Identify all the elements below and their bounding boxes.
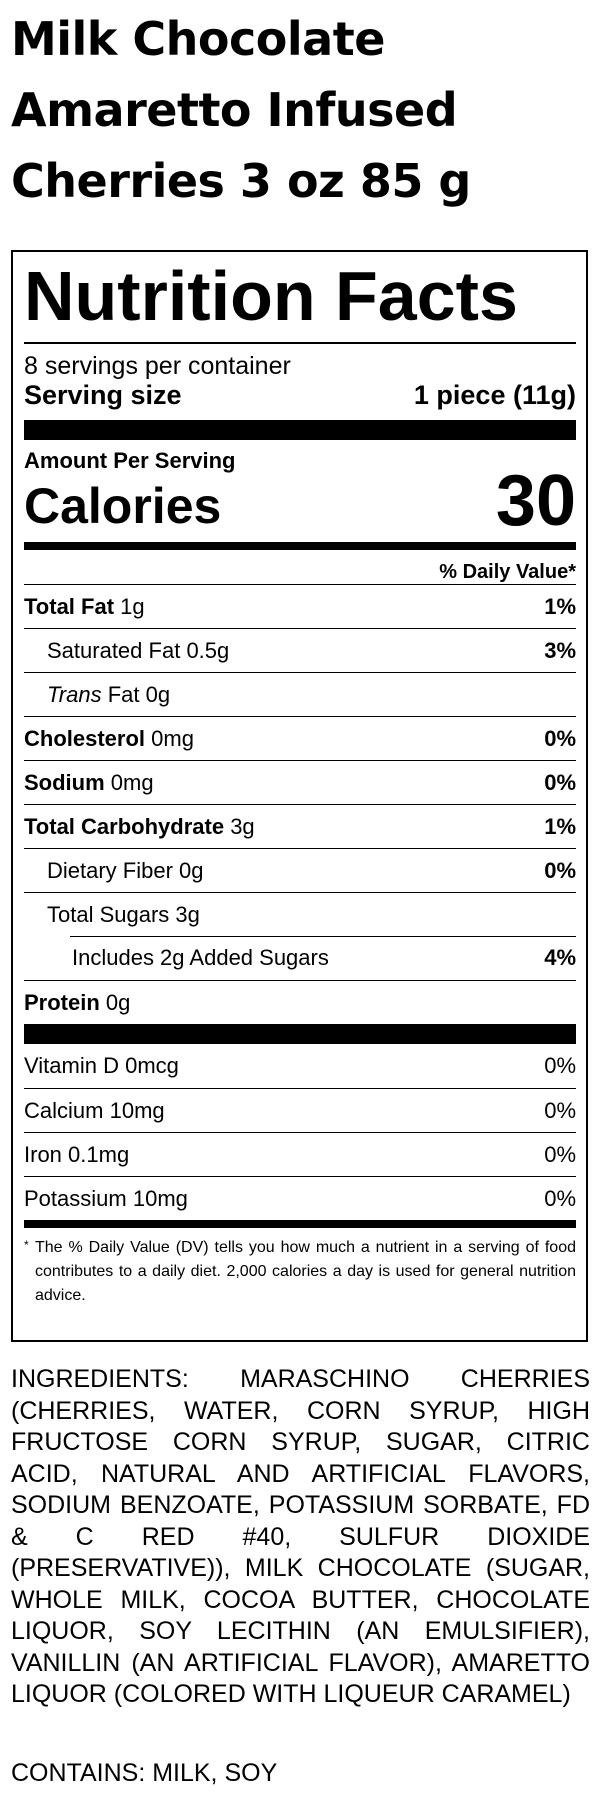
vitamin-row-potassium: Potassium 10mg 0% xyxy=(24,1176,576,1220)
nutrient-name: Cholesterol xyxy=(24,725,146,751)
nutrient-name-suffix: Fat xyxy=(107,681,140,707)
vitamin-amount: 10mg xyxy=(132,1185,188,1211)
nutrient-row-sodium: Sodium 0mg 0% xyxy=(24,760,576,804)
nutrient-amount: 0g xyxy=(145,681,171,707)
nutrient-row-total-sugars: Total Sugars 3g xyxy=(24,892,576,936)
calories-value: 30 xyxy=(495,461,576,541)
nutrient-row-saturated-fat: Saturated Fat 0.5g 3% xyxy=(24,628,576,672)
vitamin-name: Calcium xyxy=(24,1097,104,1123)
divider xyxy=(24,342,576,344)
nutrient-row-cholesterol: Cholesterol 0mg 0% xyxy=(24,716,576,760)
nutrient-name: Total Sugars xyxy=(47,901,170,927)
nutrient-name: Total Fat xyxy=(24,593,115,619)
nutrient-amount: 0g xyxy=(105,989,131,1015)
medium-divider xyxy=(24,1220,576,1228)
nutrient-amount: 0mg xyxy=(110,769,154,795)
servings-per-container: 8 servings per container xyxy=(24,352,291,380)
nutrient-dv: 3% xyxy=(544,637,576,663)
thick-divider xyxy=(24,1024,576,1044)
nutrition-facts-label: Nutrition Facts 8 servings per container… xyxy=(11,250,588,1342)
vitamin-dv: 0% xyxy=(544,1141,576,1167)
nutrient-dv: 1% xyxy=(544,593,576,619)
vitamin-amount: 0.1mg xyxy=(68,1141,130,1167)
serving-size: Serving size 1 piece (11g) xyxy=(24,380,576,410)
footnote-text: The % Daily Value (DV) tells you how muc… xyxy=(35,1239,576,1304)
vitamin-dv: 0% xyxy=(544,1053,576,1078)
nutrient-row-total-carbohydrate: Total Carbohydrate 3g 1% xyxy=(24,804,576,848)
ingredients-list: INGREDIENTS: MARASCHINO CHERRIES (CHERRI… xyxy=(11,1365,590,1708)
vitamin-name: Iron xyxy=(24,1141,62,1167)
vitamin-row-vitamin-d: Vitamin D 0mcg 0% xyxy=(24,1044,576,1088)
nutrient-row-trans-fat: Trans Fat 0g xyxy=(24,672,576,716)
nutrient-amount: 0.5g xyxy=(186,637,230,663)
vitamin-row-calcium: Calcium 10mg 0% xyxy=(24,1088,576,1132)
nutrient-name: Total Carbohydrate xyxy=(24,813,225,839)
footnote: * The % Daily Value (DV) tells you how m… xyxy=(24,1236,576,1308)
nutrient-amount: 3g xyxy=(175,901,200,927)
nutrient-dv: 1% xyxy=(544,813,576,839)
vitamin-amount: 10mg xyxy=(109,1097,165,1123)
thick-divider xyxy=(24,420,576,440)
nutrient-amount: 3g xyxy=(230,813,255,839)
nutrition-facts-heading: Nutrition Facts xyxy=(24,257,518,335)
nutrient-name: Includes 2g Added Sugars xyxy=(72,945,329,970)
product-title-line: Cherries 3 oz 85 g xyxy=(11,154,471,208)
calories-label: Calories xyxy=(24,478,222,534)
serving-size-label: Serving size xyxy=(24,380,182,410)
vitamin-amount: 0mcg xyxy=(125,1053,179,1078)
nutrient-amount: 0mg xyxy=(151,725,194,751)
nutrient-name: Dietary Fiber xyxy=(47,857,173,883)
nutrient-row-added-sugars: Includes 2g Added Sugars 4% xyxy=(24,936,576,980)
vitamin-name: Potassium xyxy=(24,1185,127,1211)
medium-divider xyxy=(24,542,576,550)
nutrient-amount: 0g xyxy=(179,857,204,883)
nutrient-dv: 0% xyxy=(544,725,576,751)
nutrient-name: Sodium xyxy=(24,769,105,795)
nutrient-dv: 4% xyxy=(544,945,576,970)
nutrient-name: Protein xyxy=(24,989,100,1015)
vitamin-row-iron: Iron 0.1mg 0% xyxy=(24,1132,576,1176)
product-title-line: Milk Chocolate xyxy=(11,12,385,66)
product-title: Milk Chocolate Amaretto Infused Cherries… xyxy=(11,4,591,217)
nutrient-amount: 1g xyxy=(120,593,145,619)
calories-row: Calories 30 xyxy=(24,465,576,537)
daily-value-header: % Daily Value* xyxy=(439,561,576,583)
serving-size-value: 1 piece (11g) xyxy=(413,380,576,410)
nutrient-row-dietary-fiber: Dietary Fiber 0g 0% xyxy=(24,848,576,892)
nutrient-dv: 0% xyxy=(544,769,576,795)
nutrient-dv: 0% xyxy=(544,857,576,883)
nutrient-row-total-fat: Total Fat 1g 1% xyxy=(24,584,576,628)
footnote-marker: * xyxy=(24,1238,29,1252)
amount-per-serving: Amount Per Serving xyxy=(24,448,236,473)
nutrient-name: Saturated Fat xyxy=(47,637,181,663)
vitamin-name: Vitamin D xyxy=(24,1053,119,1078)
nutrient-row-protein: Protein 0g xyxy=(24,980,576,1024)
product-title-line: Amaretto Infused xyxy=(11,83,458,137)
vitamin-dv: 0% xyxy=(544,1097,576,1123)
allergen-statement: CONTAINS: MILK, SOY xyxy=(11,1759,278,1787)
nutrient-name: Trans xyxy=(47,681,102,707)
vitamin-dv: 0% xyxy=(544,1185,576,1211)
